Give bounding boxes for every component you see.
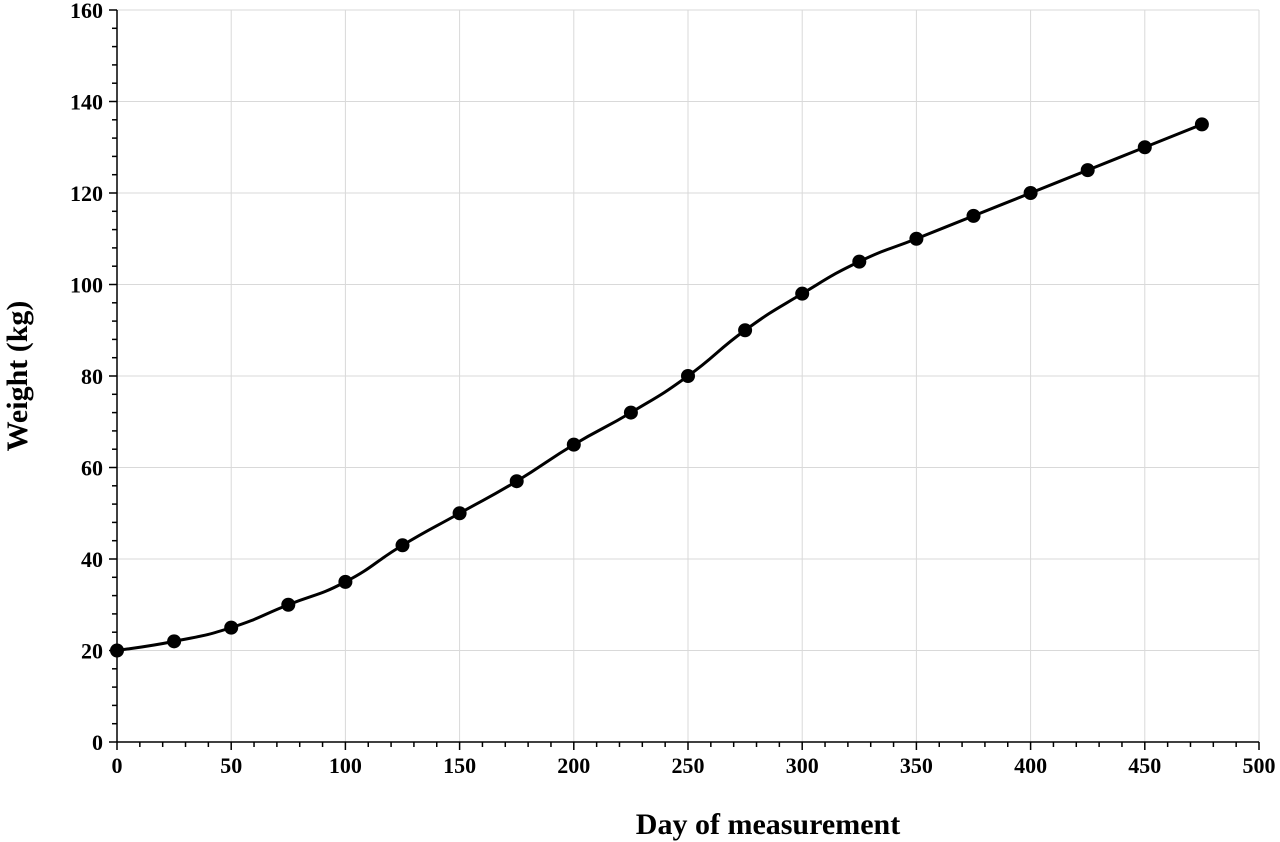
data-point (395, 538, 410, 553)
tick-marks (109, 9, 1260, 750)
x-tick-label: 350 (900, 753, 933, 778)
data-point (681, 369, 695, 383)
x-axis-title: Day of measurement (636, 808, 900, 841)
weight-series-line (116, 122, 1203, 652)
x-tick-label: 100 (329, 753, 362, 778)
y-tick-label: 20 (81, 639, 103, 664)
x-tick-label: 450 (1128, 753, 1161, 778)
x-tick-label: 0 (112, 753, 123, 778)
data-point (281, 597, 296, 612)
data-point (966, 208, 981, 223)
data-point (738, 323, 753, 338)
y-tick-label: 140 (70, 90, 103, 115)
y-axis-title: Weight (kg) (1, 301, 34, 452)
data-point (623, 405, 638, 420)
x-tick-label: 250 (672, 753, 705, 778)
x-tick-label: 200 (557, 753, 590, 778)
tick-labels: 0 50 100 150 200 250 300 350 400 450 500 0 20 40 60 80 1… (70, 0, 1276, 778)
data-series (110, 117, 1209, 658)
data-point (1080, 163, 1095, 178)
data-point (1137, 140, 1152, 155)
x-tick-label: 150 (443, 753, 476, 778)
data-point (909, 231, 924, 246)
data-point (1023, 186, 1038, 200)
x-tick-label: 50 (220, 753, 242, 778)
data-point (566, 437, 581, 452)
x-tick-label: 400 (1014, 753, 1047, 778)
data-point (224, 620, 239, 635)
data-point (509, 474, 524, 489)
data-point (1194, 117, 1209, 132)
x-tick-label: 300 (786, 753, 819, 778)
data-point (452, 506, 467, 521)
data-point (338, 574, 353, 589)
y-tick-label: 160 (70, 0, 103, 23)
data-point (167, 634, 182, 649)
data-point (852, 254, 867, 269)
y-tick-label: 80 (81, 364, 103, 389)
data-point (110, 643, 124, 658)
y-tick-label: 60 (81, 456, 103, 481)
y-tick-label: 0 (92, 730, 103, 755)
x-tick-label: 500 (1243, 753, 1276, 778)
y-tick-label: 100 (70, 273, 103, 298)
data-point (795, 286, 810, 301)
y-tick-label: 40 (81, 547, 103, 572)
y-tick-label: 120 (70, 181, 103, 206)
